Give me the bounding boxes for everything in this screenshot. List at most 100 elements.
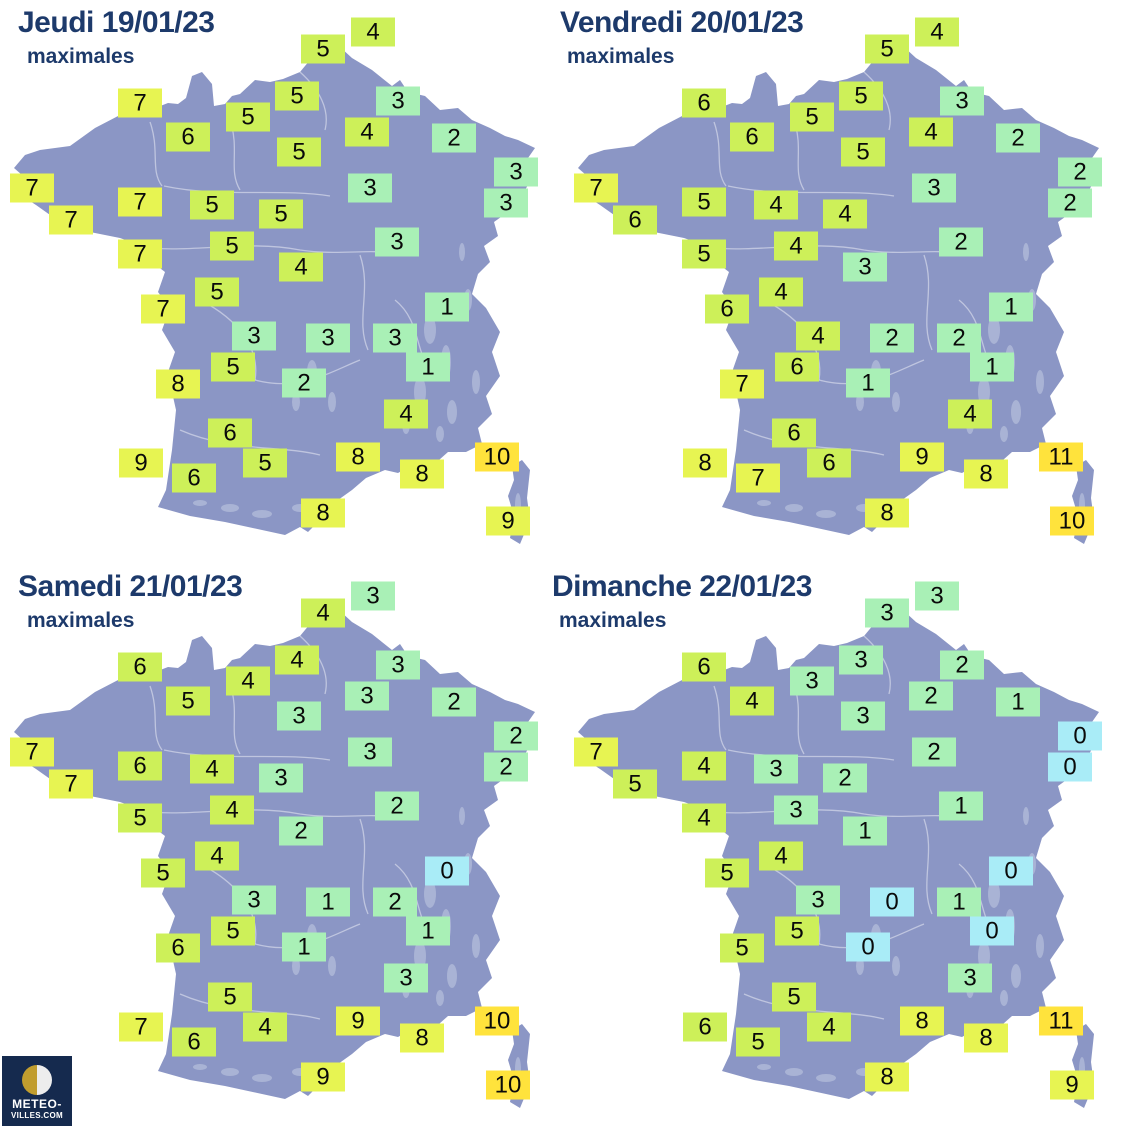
temp-badge: 2 [432, 687, 476, 717]
meteo-villes-logo: METEO- VILLES.COM [2, 1056, 72, 1126]
temp-badge: 8 [900, 1006, 944, 1036]
temp-badge: 4 [948, 399, 992, 429]
temp-badge: 3 [841, 701, 885, 731]
temp-badge: 1 [996, 687, 1040, 717]
temp-badge: 5 [195, 277, 239, 307]
temp-badge: 5 [259, 199, 303, 229]
temp-badge: 2 [823, 763, 867, 793]
temp-badge: 7 [10, 173, 54, 203]
temp-badge: 6 [166, 122, 210, 152]
temp-badge: 3 [259, 763, 303, 793]
temp-badge: 3 [232, 321, 276, 351]
temp-badge: 5 [275, 81, 319, 111]
temp-badge: 8 [400, 1023, 444, 1053]
temp-badge: 1 [989, 292, 1033, 322]
temp-badge: 2 [912, 737, 956, 767]
temp-badge: 5 [141, 858, 185, 888]
temp-badge: 5 [210, 231, 254, 261]
map-subtitle: maximales [559, 609, 667, 632]
map-subtitle: maximales [27, 45, 135, 68]
temp-badge: 4 [915, 17, 959, 47]
temp-badge: 1 [406, 916, 450, 946]
temp-badge: 1 [939, 791, 983, 821]
temp-badge: 1 [970, 352, 1014, 382]
logo-text-line2: VILLES.COM [11, 1111, 63, 1120]
temp-badge: 3 [376, 86, 420, 116]
temp-badge: 5 [243, 448, 287, 478]
temp-badge: 6 [683, 1012, 727, 1042]
temp-badge: 4 [190, 754, 234, 784]
temp-badge: 4 [759, 841, 803, 871]
temp-badge: 2 [1058, 157, 1102, 187]
temp-badge: 4 [301, 598, 345, 628]
temp-badge: 4 [807, 1012, 851, 1042]
temp-badge: 2 [279, 816, 323, 846]
temp-badge: 2 [432, 123, 476, 153]
map-subtitle: maximales [27, 609, 135, 632]
temp-badge: 8 [683, 448, 727, 478]
temp-badge: 6 [172, 463, 216, 493]
temp-badge: 10 [486, 1070, 530, 1100]
temp-badge: 6 [156, 933, 200, 963]
temp-badge: 8 [156, 369, 200, 399]
temp-badge: 10 [475, 442, 519, 472]
temp-badge: 3 [345, 681, 389, 711]
temp-badge: 4 [754, 190, 798, 220]
temp-badge: 0 [1058, 721, 1102, 751]
temp-badge: 5 [613, 769, 657, 799]
temp-badge: 5 [775, 916, 819, 946]
temp-badge: 2 [1048, 188, 1092, 218]
temp-badge: 4 [909, 117, 953, 147]
temp-badge: 11 [1039, 442, 1083, 472]
temp-badge: 9 [301, 1062, 345, 1092]
temp-badge: 4 [759, 277, 803, 307]
temp-badge: 4 [682, 751, 726, 781]
temp-badge: 8 [336, 442, 380, 472]
temp-badge: 1 [846, 368, 890, 398]
temp-badge: 7 [118, 239, 162, 269]
temp-badge: 7 [141, 294, 185, 324]
temp-badge: 3 [774, 795, 818, 825]
temp-badge: 6 [613, 205, 657, 235]
temp-badge: 1 [406, 352, 450, 382]
temp-badge: 2 [484, 752, 528, 782]
temp-badge: 3 [375, 227, 419, 257]
temp-badge: 5 [208, 982, 252, 1012]
temp-badge: 3 [796, 885, 840, 915]
temp-badge: 9 [1050, 1070, 1094, 1100]
temp-badge: 7 [118, 88, 162, 118]
temp-badge: 3 [376, 650, 420, 680]
temp-badge: 6 [682, 652, 726, 682]
temp-badge: 7 [736, 463, 780, 493]
temp-badge: 3 [839, 645, 883, 675]
temp-badge: 8 [301, 498, 345, 528]
temp-badge: 3 [232, 885, 276, 915]
temp-badge: 6 [807, 448, 851, 478]
temp-badge: 5 [705, 858, 749, 888]
temp-badge: 3 [348, 173, 392, 203]
temp-badge: 8 [865, 1062, 909, 1092]
temp-badge: 4 [351, 17, 395, 47]
temp-badge: 6 [705, 294, 749, 324]
temp-badge: 0 [970, 916, 1014, 946]
temp-badge: 9 [336, 1006, 380, 1036]
temp-badge: 6 [730, 122, 774, 152]
map-title: Samedi 21/01/23 [18, 570, 243, 603]
temp-badge: 7 [574, 173, 618, 203]
temp-badge: 6 [118, 751, 162, 781]
temp-badge: 3 [940, 86, 984, 116]
temp-badge: 3 [348, 737, 392, 767]
temp-badge: 2 [939, 227, 983, 257]
logo-text-line1: METEO- [12, 1097, 62, 1111]
temp-badge: 3 [790, 666, 834, 696]
temp-badge: 2 [937, 323, 981, 353]
temp-badge: 3 [494, 157, 538, 187]
temp-badge: 3 [306, 323, 350, 353]
temp-badge: 5 [301, 34, 345, 64]
temp-badge: 4 [384, 399, 428, 429]
